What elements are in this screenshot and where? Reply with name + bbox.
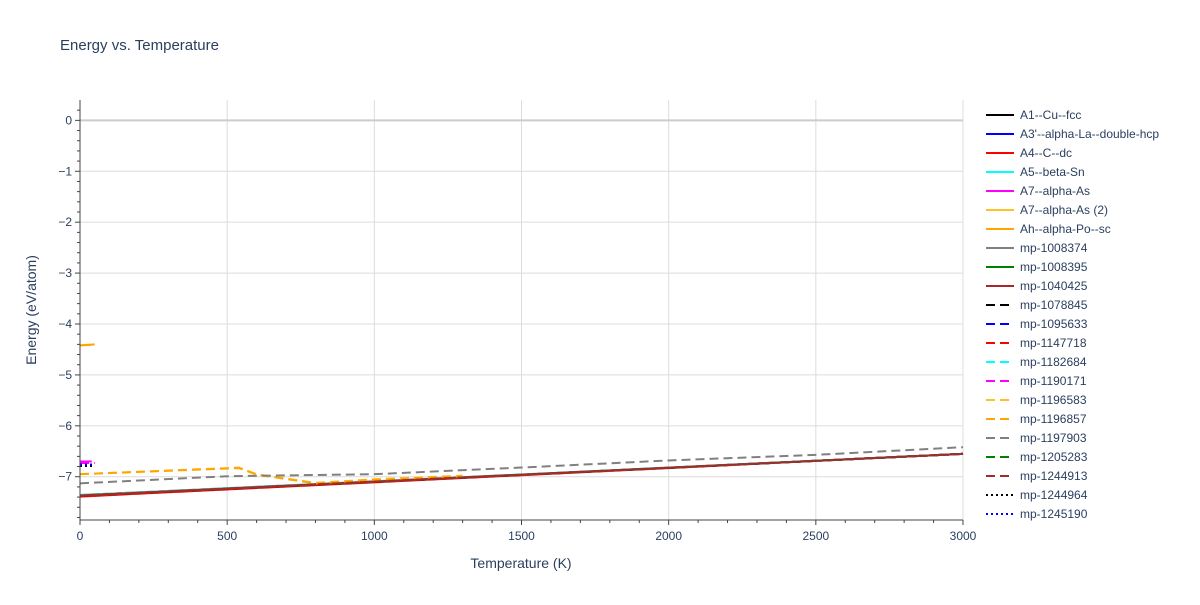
legend-label: mp-1182684 [1020, 355, 1087, 369]
legend-item-mp-1147718[interactable]: mp-1147718 [986, 336, 1087, 350]
y-tick-label: −1 [58, 164, 72, 178]
legend-item-a1-cu-fcc[interactable]: A1--Cu--fcc [986, 108, 1081, 122]
legend-label: mp-1205283 [1020, 450, 1088, 464]
x-tick-label: 1500 [508, 529, 535, 543]
legend-label: Ah--alpha-Po--sc [1020, 222, 1111, 236]
legend-label: mp-1196583 [1020, 393, 1087, 407]
x-tick-label: 2000 [655, 529, 682, 543]
series-line-mp-1196857 [79, 467, 463, 485]
legend-item-a3-alpha-la-double-hcp[interactable]: A3'--alpha-La--double-hcp [986, 127, 1159, 141]
legend-item-mp-1196857[interactable]: mp-1196857 [986, 412, 1087, 426]
legend-label: mp-1078845 [1020, 298, 1088, 312]
x-tick-label: 3000 [950, 529, 977, 543]
legend-label: mp-1244913 [1020, 469, 1088, 483]
series-line-mp-1244913 [79, 452, 964, 497]
legend-label: mp-1008374 [1020, 241, 1088, 255]
legend[interactable]: A1--Cu--fcc A3'--alpha-La--double-hcp A4--… [986, 108, 1159, 521]
axes [75, 100, 964, 525]
legend-item-mp-1078845[interactable]: mp-1078845 [986, 298, 1088, 312]
x-tick-label: 1000 [361, 529, 388, 543]
legend-item-mp-1008395[interactable]: mp-1008395 [986, 260, 1088, 274]
legend-item-mp-1190171[interactable]: mp-1190171 [986, 374, 1087, 388]
x-tick-label: 0 [77, 529, 84, 543]
legend-item-mp-1245190[interactable]: mp-1245190 [986, 507, 1088, 521]
legend-label: mp-1095633 [1020, 317, 1088, 331]
legend-item-mp-1008374[interactable]: mp-1008374 [986, 241, 1088, 255]
legend-label: A5--beta-Sn [1020, 165, 1085, 179]
legend-item-ah-alpha-po-sc[interactable]: Ah--alpha-Po--sc [986, 222, 1111, 236]
y-tick-label: −7 [58, 470, 72, 484]
legend-label: A1--Cu--fcc [1020, 108, 1081, 122]
legend-item-mp-1205283[interactable]: mp-1205283 [986, 450, 1088, 464]
grid-lines [80, 100, 964, 520]
legend-label: mp-1244964 [1020, 488, 1088, 502]
x-tick-label: 2500 [802, 529, 829, 543]
legend-item-mp-1196583[interactable]: mp-1196583 [986, 393, 1087, 407]
legend-item-a5-beta-sn[interactable]: A5--beta-Sn [986, 165, 1085, 179]
chart-title: Energy vs. Temperature [60, 37, 219, 54]
legend-label: A7--alpha-As (2) [1020, 203, 1108, 217]
y-tick-label: −2 [58, 215, 72, 229]
legend-item-mp-1182684[interactable]: mp-1182684 [986, 355, 1087, 369]
legend-label: mp-1040425 [1020, 279, 1088, 293]
legend-label: mp-1245190 [1020, 507, 1088, 521]
legend-label: mp-1196857 [1020, 412, 1087, 426]
y-tick-label: −3 [58, 266, 72, 280]
legend-item-mp-1244964[interactable]: mp-1244964 [986, 488, 1088, 502]
legend-label: A4--C--dc [1020, 146, 1072, 160]
legend-item-mp-1197903[interactable]: mp-1197903 [986, 431, 1087, 445]
legend-item-a7-alpha-as[interactable]: A7--alpha-As [986, 184, 1090, 198]
y-tick-label: 0 [65, 113, 72, 127]
x-tick-label: 500 [217, 529, 237, 543]
legend-item-mp-1040425[interactable]: mp-1040425 [986, 279, 1088, 293]
legend-item-a4-c-dc[interactable]: A4--C--dc [986, 146, 1072, 160]
y-axis-title: Energy (eV/atom) [23, 255, 39, 365]
legend-item-mp-1095633[interactable]: mp-1095633 [986, 317, 1088, 331]
legend-label: mp-1190171 [1020, 374, 1087, 388]
y-tick-label: −5 [58, 368, 72, 382]
series-line-mp-1197903 [79, 446, 964, 485]
y-tick-label: −6 [58, 419, 72, 433]
legend-item-a7-alpha-as-2[interactable]: A7--alpha-As (2) [986, 203, 1108, 217]
legend-label: A7--alpha-As [1020, 184, 1090, 198]
x-axis-title: Temperature (K) [470, 555, 571, 571]
legend-label: mp-1008395 [1020, 260, 1088, 274]
series-line-ah-alpha-po-sc [79, 343, 95, 347]
legend-item-mp-1244913[interactable]: mp-1244913 [986, 469, 1088, 483]
legend-label: A3'--alpha-La--double-hcp [1020, 127, 1159, 141]
legend-label: mp-1197903 [1020, 431, 1087, 445]
tick-labels: 0 500 1000 1500 2000 2500 3000 0 −1 −2 −3 −4 −5 −6 −7 [58, 113, 976, 543]
series-lines [79, 343, 964, 498]
y-tick-label: −4 [58, 317, 72, 331]
legend-label: mp-1147718 [1020, 336, 1087, 350]
